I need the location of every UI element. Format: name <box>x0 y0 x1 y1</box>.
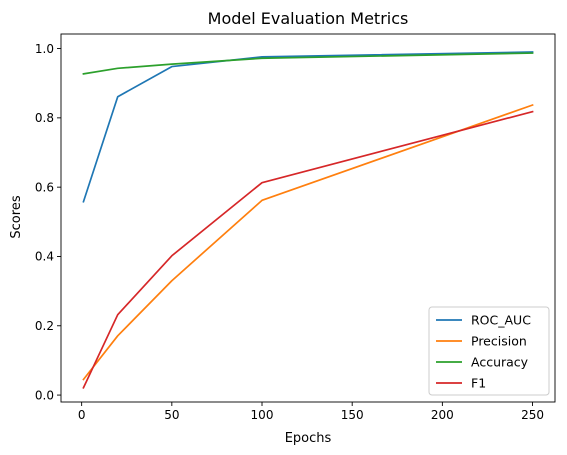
y-axis-label: Scores <box>9 195 24 238</box>
y-tick-label: 0.4 <box>35 250 54 264</box>
y-tick-label: 0.6 <box>35 180 54 194</box>
series-line-roc-auc <box>82 51 534 203</box>
y-tick-label: 0.8 <box>35 111 54 125</box>
series-line-accuracy <box>82 52 534 75</box>
x-tick-label: 0 <box>78 408 86 422</box>
legend: ROC_AUC Precision Accuracy F1 <box>428 306 550 396</box>
y-tick-label: 1.0 <box>35 42 54 56</box>
legend-label-accuracy: Accuracy <box>471 355 529 370</box>
x-tick-label: 150 <box>341 408 364 422</box>
y-tick-label: 0.2 <box>35 319 54 333</box>
legend-box <box>428 306 550 396</box>
x-tick-label: 50 <box>164 408 179 422</box>
legend-label-precision: Precision <box>471 334 527 349</box>
series-layer <box>82 51 534 389</box>
legend-label-roc-auc: ROC_AUC <box>471 313 531 328</box>
legend-label-f1: F1 <box>471 376 486 391</box>
plot-frame <box>60 33 556 403</box>
x-tick-label: 200 <box>431 408 454 422</box>
x-tick-label: 100 <box>251 408 274 422</box>
x-tick-label: 250 <box>521 408 544 422</box>
ticks-layer: 0 50 100 150 200 250 0.0 0.2 0.4 0.6 0.8 1.0 <box>35 42 544 422</box>
y-tick-label: 0.0 <box>35 388 54 402</box>
series-line-precision <box>82 103 534 381</box>
chart-title: Model Evaluation Metrics <box>208 9 409 28</box>
plot-area: 0 50 100 150 200 250 0.0 0.2 0.4 0.6 0.8 1.0 <box>35 33 556 422</box>
x-axis-label: Epochs <box>285 431 332 446</box>
series-line-f1 <box>82 110 534 389</box>
